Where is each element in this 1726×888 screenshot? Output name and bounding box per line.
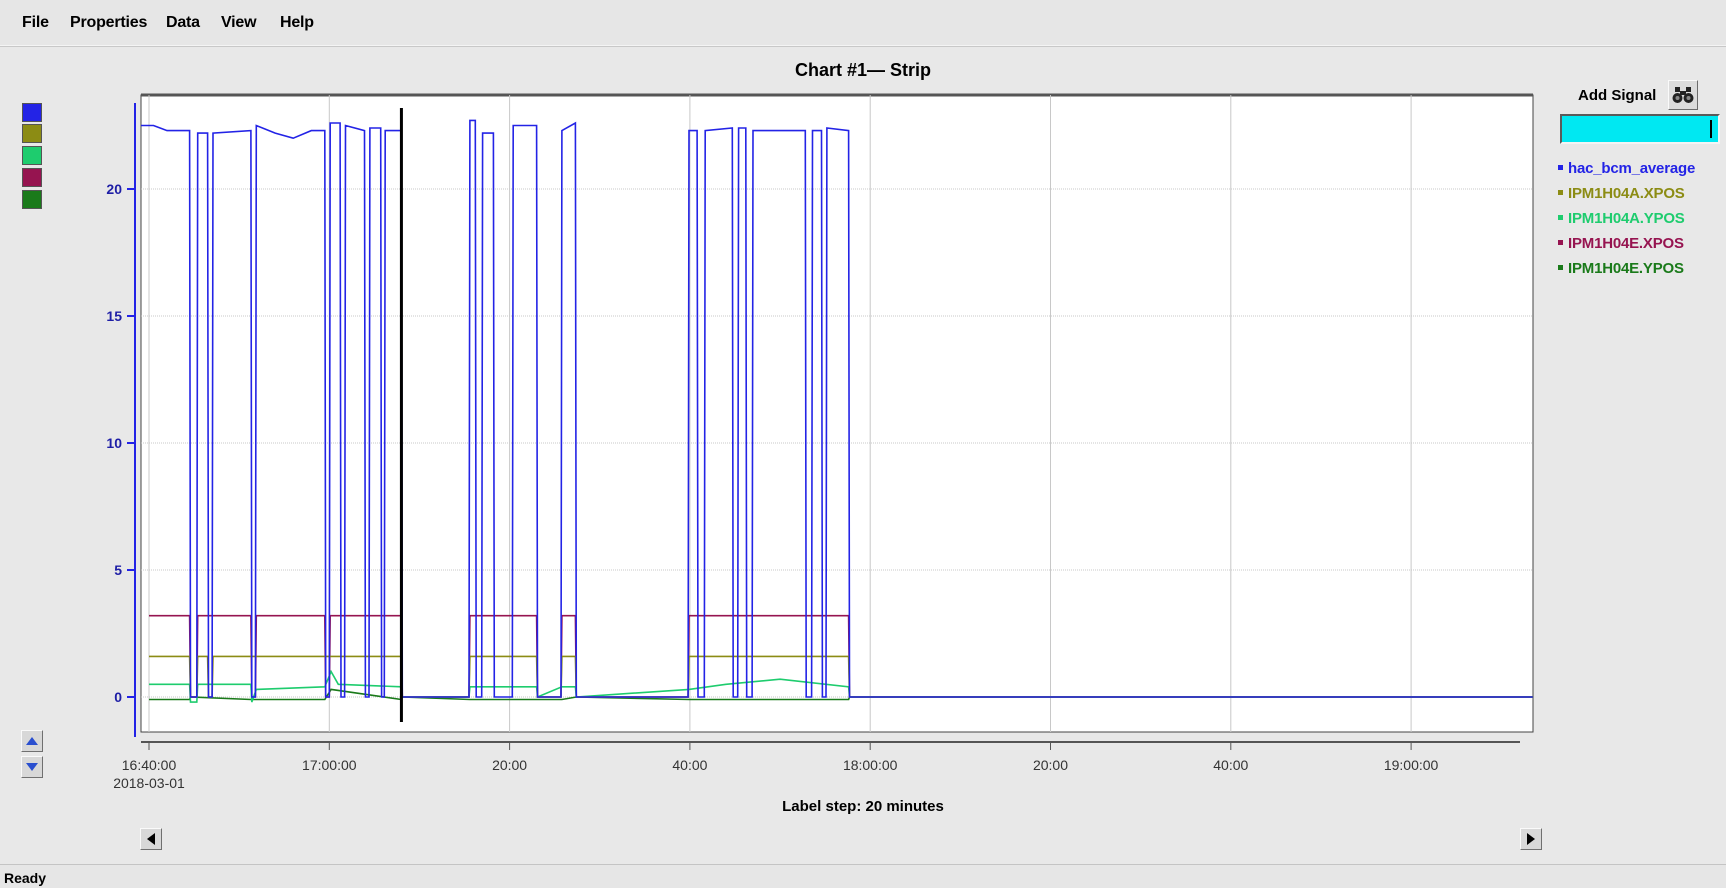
add-signal-input[interactable] — [1560, 114, 1720, 144]
menu-help[interactable]: Help — [280, 14, 314, 31]
x-tick-label: 18:00:00 — [843, 757, 898, 773]
x-tick-label: 20:00 — [1033, 757, 1068, 773]
legend-label: IPM1H04E.YPOS — [1568, 260, 1684, 277]
status-text: Ready — [4, 870, 47, 886]
triangle-left-icon — [147, 833, 155, 845]
status-bar: Ready — [0, 864, 1726, 888]
menu-properties[interactable]: Properties — [70, 14, 148, 31]
label-step-text: Label step: 20 minutes — [782, 798, 944, 815]
add-signal-button[interactable] — [1668, 80, 1698, 110]
legend-label: IPM1H04E.XPOS — [1568, 235, 1684, 252]
triangle-down-icon — [26, 763, 38, 771]
series-swatch-ipm1h04e-xpos[interactable] — [22, 168, 42, 187]
legend-dot — [1558, 189, 1563, 195]
text-caret — [1710, 120, 1712, 138]
menu-data[interactable]: Data — [166, 14, 200, 31]
legend-item-hac-bcm-average[interactable]: hac_bcm_average — [1558, 160, 1695, 177]
plot-area — [140, 94, 1534, 733]
series-swatch-ipm1h04e-ypos[interactable] — [22, 190, 42, 209]
add-signal-label: Add Signal — [1578, 87, 1657, 104]
triangle-up-icon — [26, 737, 38, 745]
series-swatch-ipm1h04a-ypos[interactable] — [22, 146, 42, 165]
x-tick-label: 40:00 — [1213, 757, 1248, 773]
legend-dot — [1558, 239, 1563, 245]
series-swatch-ipm1h04a-xpos[interactable] — [22, 124, 42, 143]
legend-item-ipm1h04e-xpos[interactable]: IPM1H04E.XPOS — [1558, 235, 1684, 252]
legend-label: IPM1H04A.XPOS — [1568, 185, 1685, 202]
x-tick-label: 16:40:00 — [122, 757, 177, 773]
scroll-down-button[interactable] — [21, 756, 43, 778]
legend-dot — [1558, 164, 1563, 170]
scroll-left-button[interactable] — [140, 828, 162, 850]
legend-item-ipm1h04a-xpos[interactable]: IPM1H04A.XPOS — [1558, 185, 1685, 202]
y-tick-label: 15 — [106, 308, 122, 324]
legend-item-ipm1h04a-ypos[interactable]: IPM1H04A.YPOS — [1558, 210, 1685, 227]
x-tick-label: 19:00:00 — [1384, 757, 1439, 773]
y-tick-label: 5 — [114, 562, 122, 578]
chart-title: Chart #1— Strip — [794, 60, 932, 80]
menu-bar: File Properties Data View Help — [0, 0, 1726, 47]
binoculars-icon — [1672, 87, 1694, 103]
legend-dot — [1558, 214, 1563, 220]
x-tick-label: 40:00 — [672, 757, 707, 773]
y-tick-label: 10 — [106, 435, 122, 451]
scroll-right-button[interactable] — [1520, 828, 1542, 850]
scroll-up-button[interactable] — [21, 730, 43, 752]
triangle-right-icon — [1527, 833, 1535, 845]
legend-dot — [1558, 264, 1563, 270]
menu-file[interactable]: File — [22, 14, 49, 31]
legend-label: hac_bcm_average — [1568, 160, 1696, 177]
legend-item-ipm1h04e-ypos[interactable]: IPM1H04E.YPOS — [1558, 260, 1684, 277]
legend-label: IPM1H04A.YPOS — [1568, 210, 1685, 227]
x-tick-label: 20:00 — [492, 757, 527, 773]
x-date-label: 2018-03-01 — [113, 775, 185, 791]
y-tick-label: 20 — [106, 181, 122, 197]
y-tick-label: 0 — [114, 689, 122, 705]
series-line — [141, 119, 1533, 698]
series-swatch-hac-bcm-average[interactable] — [22, 103, 42, 122]
menu-view[interactable]: View — [221, 14, 257, 31]
x-tick-label: 17:00:00 — [302, 757, 357, 773]
